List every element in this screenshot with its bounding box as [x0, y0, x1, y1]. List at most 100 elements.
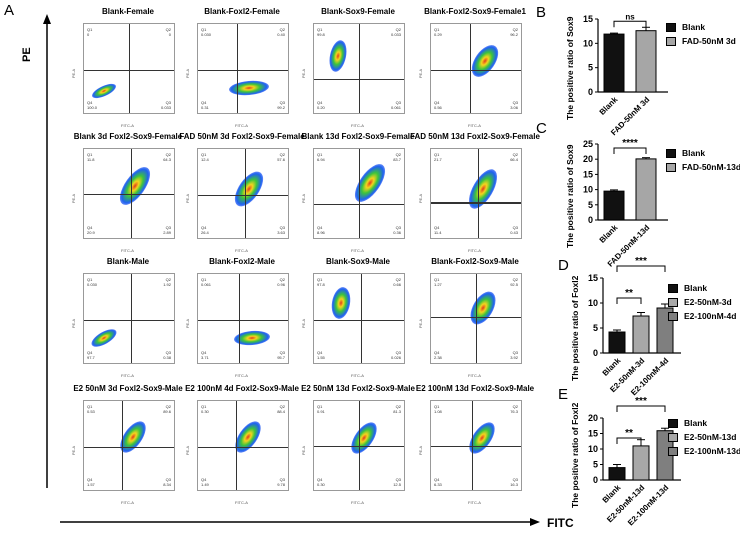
flow-plot: Q1 0.030 Q2 1.92 Q3 0.38 Q4 97.7: [83, 273, 175, 364]
quadrant-q3: Q3 3.92: [510, 350, 518, 360]
quadrant-name: Q2: [395, 277, 401, 282]
quadrant-percent: 0: [87, 32, 90, 37]
flow-plot: Q1 1.27 Q2 92.5 Q3 3.92 Q4 2.38: [430, 273, 522, 364]
quadrant-percent: 0.56: [434, 105, 442, 110]
panel-label-b: B: [536, 4, 547, 21]
y-tick-label: 15: [588, 273, 598, 283]
quadrant-percent: 0.030: [87, 282, 98, 287]
y-tick-label: 20: [583, 154, 593, 164]
quadrant-q1: Q1 6.94: [317, 152, 325, 162]
pe-arrowhead-icon: [43, 14, 51, 24]
quadrant-q1: Q1 0.53: [87, 404, 95, 414]
quadrant-q2: Q2 0.96: [277, 277, 285, 287]
quadrant-name: Q4: [201, 477, 207, 482]
quadrant-q2: Q2 83.7: [393, 152, 401, 162]
y-tick-label: 5: [588, 63, 593, 73]
quadrant-q2: Q2 57.6: [277, 152, 285, 162]
quadrant-percent: 1.55: [317, 355, 325, 360]
quadrant-percent: 0.36: [393, 230, 401, 235]
quadrant-percent: 0: [168, 32, 171, 37]
quadrant-percent: 3.06: [510, 105, 518, 110]
plot-x-label: FITC-A: [121, 500, 134, 505]
flow-plot: Q1 0.30 Q2 88.4 Q3 9.78 Q4 1.49: [197, 400, 289, 491]
legend: Blank FAD-50nM 3d: [666, 22, 736, 50]
y-tick-label: 15: [583, 169, 593, 179]
quadrant-name: Q1: [201, 404, 207, 409]
legend-item: E2-50nM-3d: [668, 297, 736, 307]
quadrant-name: Q3: [395, 100, 401, 105]
legend-label: FAD-50nM 3d: [682, 36, 736, 46]
quadrant-name: Q3: [165, 477, 171, 482]
quadrant-q4: Q4 0.30: [317, 477, 325, 487]
y-tick-label: 10: [583, 38, 593, 48]
quadrant-q1: Q1 11.8: [87, 152, 95, 162]
quadrant-q1: Q1 1.27: [434, 277, 442, 287]
gate-vertical-line: [129, 24, 131, 113]
gate-horizontal-line: [314, 204, 404, 206]
legend-label: E2-50nM-13d: [684, 432, 737, 442]
y-tick-label: 0: [593, 348, 598, 358]
gate-vertical-line: [238, 274, 240, 363]
quadrant-percent: 66.4: [510, 157, 518, 162]
quadrant-name: Q3: [395, 225, 401, 230]
quadrant-name: Q3: [165, 100, 171, 105]
quadrant-percent: 20.9: [87, 230, 95, 235]
legend-label: Blank: [684, 283, 708, 293]
quadrant-q4: Q4 0.56: [434, 100, 442, 110]
quadrant-name: Q2: [279, 152, 285, 157]
quadrant-percent: 0.31: [201, 105, 209, 110]
plot-x-label: FITC-A: [468, 248, 481, 253]
quadrant-name: Q1: [317, 27, 323, 32]
quadrant-percent: 12.5: [393, 482, 401, 487]
panel-label-d: D: [558, 257, 569, 274]
quadrant-q3: Q3 0.38: [163, 350, 171, 360]
quadrant-name: Q3: [395, 350, 401, 355]
quadrant-percent: 0.026: [390, 355, 401, 360]
quadrant-percent: 0.061: [390, 105, 401, 110]
quadrant-name: Q1: [434, 152, 440, 157]
gate-horizontal-line: [431, 70, 521, 72]
gate-horizontal-line: [431, 202, 521, 204]
gate-horizontal-line: [314, 79, 404, 81]
quadrant-percent: 76.3: [510, 409, 518, 414]
quadrant-percent: 6.33: [434, 482, 442, 487]
panel-label-c: C: [536, 120, 547, 137]
legend-item: FAD-50nM 3d: [666, 36, 736, 46]
y-tick-label: 20: [588, 413, 598, 423]
quadrant-q3: Q3 0.026: [391, 350, 401, 360]
quadrant-q4: Q4 3.71: [201, 350, 209, 360]
gate-horizontal-line: [198, 70, 288, 72]
legend-item: FAD-50nM-13d: [666, 162, 740, 172]
significance-bracket: [616, 297, 642, 304]
quadrant-name: Q1: [87, 277, 93, 282]
gate-vertical-line: [235, 401, 237, 490]
quadrant-percent: 1.57: [87, 482, 95, 487]
flow-plot: Q1 0.030 Q2 0.40 Q3 99.2 Q4 0.31: [197, 23, 289, 114]
legend-label: E2-100nM-13d: [684, 446, 740, 456]
significance-bracket: [613, 20, 647, 28]
legend-swatch: [668, 418, 678, 428]
quadrant-name: Q1: [201, 27, 207, 32]
gate-vertical-line: [121, 401, 123, 490]
flow-plot-title: FAD 50nM 13d Foxl2-Sox9-Female: [410, 132, 540, 141]
quadrant-q3: Q3 12.5: [393, 477, 401, 487]
quadrant-q4: Q4 2.38: [434, 350, 442, 360]
quadrant-q4: Q4 97.7: [87, 350, 95, 360]
quadrant-name: Q3: [279, 350, 285, 355]
flow-plot: Q1 11.8 Q2 64.3 Q3 2.89 Q4 20.9: [83, 148, 175, 239]
quadrant-q2: Q2 0.40: [277, 27, 285, 37]
quadrant-percent: 2.38: [434, 355, 442, 360]
gate-horizontal-line: [198, 320, 288, 322]
significance-bracket: [616, 265, 666, 272]
quadrant-name: Q4: [434, 225, 440, 230]
plot-x-label: FITC-A: [121, 123, 134, 128]
gate-horizontal-line: [198, 447, 288, 449]
quadrant-percent: 0.40: [277, 32, 285, 37]
gate-horizontal-line: [431, 316, 521, 318]
significance-label: ***: [635, 396, 647, 407]
significance-label: **: [625, 428, 633, 439]
plot-x-label: FITC-A: [121, 373, 134, 378]
quadrant-q4: Q4 1.49: [201, 477, 209, 487]
